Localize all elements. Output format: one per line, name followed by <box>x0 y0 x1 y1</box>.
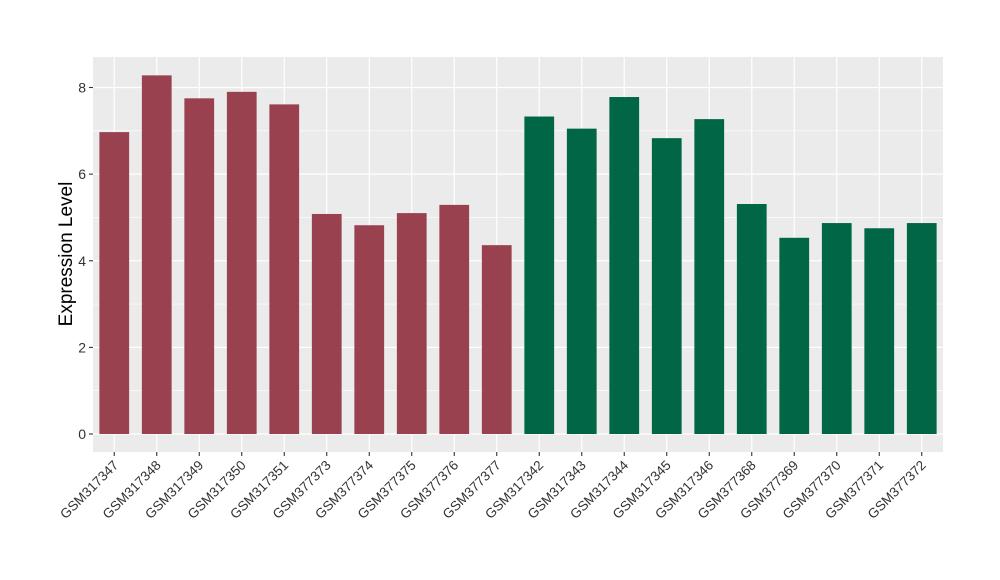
bar-GSM377376 <box>439 204 470 434</box>
bar-GSM377375 <box>396 213 427 434</box>
bar-GSM317350 <box>226 91 257 435</box>
bar-GSM377373 <box>311 213 342 434</box>
bar-GSM317345 <box>651 138 682 434</box>
x-axis: GSM317347GSM317348GSM317349GSM317350GSM3… <box>57 452 929 522</box>
y-tick-label: 6 <box>78 166 86 182</box>
y-tick-label: 4 <box>78 253 86 269</box>
bar-GSM377372 <box>906 223 937 434</box>
bar-GSM377377 <box>481 245 512 434</box>
bar-GSM317342 <box>524 116 555 434</box>
bar-GSM317346 <box>694 119 725 434</box>
bar-GSM317344 <box>609 97 640 434</box>
bar-GSM377370 <box>821 223 852 434</box>
bar-GSM377369 <box>779 237 810 434</box>
y-tick-label: 2 <box>78 339 86 355</box>
y-tick-label: 8 <box>78 80 86 96</box>
bar-GSM317348 <box>141 75 172 434</box>
bar-GSM377371 <box>864 228 895 434</box>
bar-GSM377368 <box>736 204 767 434</box>
bar-GSM317347 <box>99 132 130 434</box>
bar-GSM377374 <box>354 225 385 434</box>
y-tick-label: 0 <box>78 426 86 442</box>
y-axis: 0 2 4 6 8 <box>78 80 93 442</box>
bars <box>99 75 937 435</box>
bar-GSM317349 <box>184 98 215 434</box>
bar-GSM317351 <box>269 104 300 434</box>
bar-GSM317343 <box>566 128 597 434</box>
y-axis-title: Expression Level <box>56 182 77 327</box>
plot-panel <box>93 57 943 452</box>
